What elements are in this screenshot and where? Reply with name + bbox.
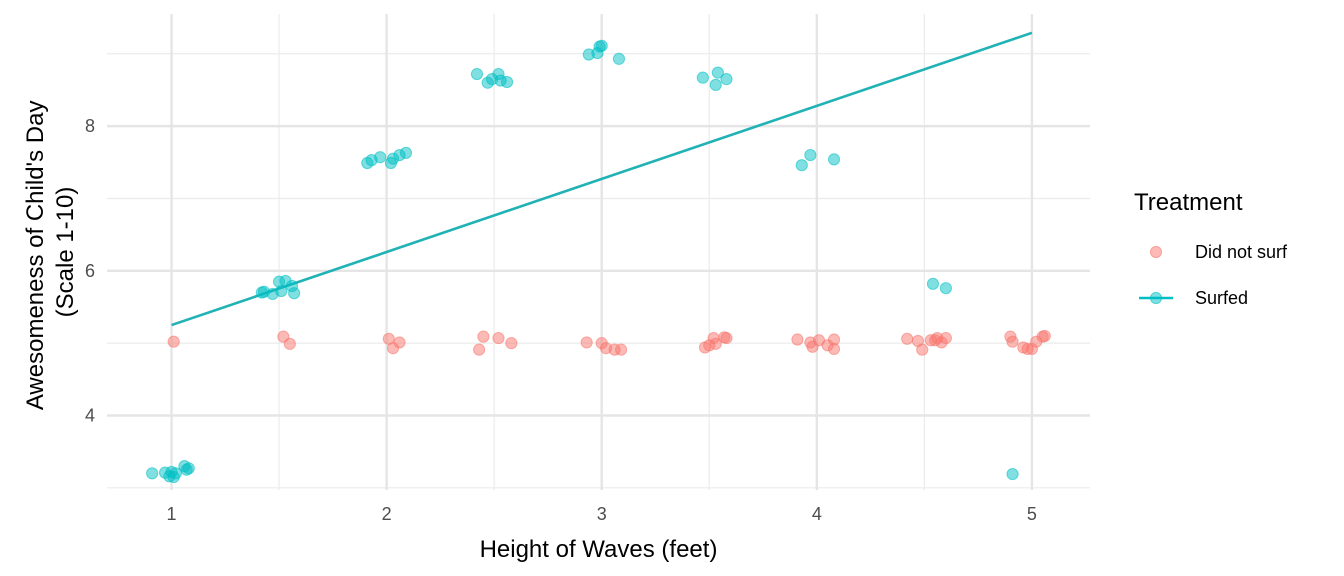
y-tick-label: 4: [85, 405, 95, 425]
surfed-point: [500, 75, 514, 89]
surfed-point: [804, 148, 817, 162]
surfed-point: [827, 153, 841, 166]
x-axis-title: Height of Waves (feet): [480, 536, 718, 563]
legend-item-did-not-surf: Did not surf: [1149, 242, 1288, 262]
did-not-surf-point: [614, 343, 628, 356]
points-layer: [146, 39, 1051, 484]
fit-line-layer: [171, 31, 1033, 327]
did-not-surf-point: [283, 337, 296, 350]
surfed-point: [146, 467, 159, 480]
x-tick-label: 2: [382, 504, 392, 524]
did-not-surf-point: [916, 343, 929, 356]
surfed-point: [711, 66, 724, 79]
did-not-surf-point: [393, 336, 406, 349]
x-tick-label: 1: [167, 504, 177, 524]
surfed-point: [795, 159, 808, 172]
x-tick-label: 3: [597, 504, 607, 524]
x-tick-label: 5: [1027, 504, 1037, 524]
surfed-point: [169, 467, 182, 480]
did-not-surf-point: [505, 337, 518, 350]
surfed-point: [939, 282, 952, 295]
did-not-surf-point: [167, 335, 180, 348]
surfed-point: [288, 287, 301, 300]
did-not-surf-point: [1038, 329, 1051, 343]
y-tick-label: 6: [85, 261, 95, 281]
did-not-surf-point: [580, 336, 593, 349]
legend: Treatment Did not surf Surfed: [1134, 189, 1288, 308]
did-not-surf-point: [1006, 335, 1019, 348]
did-not-surf-point: [709, 337, 722, 350]
surfed-point: [374, 151, 387, 164]
surfed-point: [612, 52, 626, 65]
did-not-surf-point: [939, 331, 952, 345]
legend-key-point: [1149, 291, 1163, 305]
did-not-surf-point: [477, 330, 490, 343]
legend-key-point: [1149, 245, 1163, 259]
legend-title: Treatment: [1134, 189, 1243, 216]
surfed-point: [399, 146, 413, 159]
surfed-fit-line: [171, 31, 1033, 327]
surfed-point: [275, 284, 288, 298]
surfed-point: [696, 71, 709, 84]
surfed-point: [1006, 467, 1019, 481]
did-not-surf-point: [720, 331, 733, 345]
axis-layer: 1 2 3 4 5 4 6 8: [85, 116, 1037, 524]
did-not-surf-point: [492, 331, 505, 345]
y-axis-title-line-1: Awesomeness of Child's Day: [22, 101, 49, 411]
legend-label: Surfed: [1195, 288, 1248, 308]
surfed-point: [926, 277, 940, 290]
did-not-surf-point: [473, 343, 486, 356]
did-not-surf-point: [901, 332, 914, 345]
legend-item-surfed: Surfed: [1139, 288, 1248, 308]
grid-layer: [107, 14, 1090, 490]
surfed-point: [182, 462, 195, 475]
x-tick-label: 4: [812, 504, 822, 524]
legend-entries: Did not surf Surfed: [1139, 242, 1288, 308]
surfed-point: [470, 67, 484, 81]
legend-label: Did not surf: [1195, 242, 1288, 262]
y-axis-title: Awesomeness of Child's Day (Scale 1-10): [22, 94, 79, 410]
y-tick-label: 8: [85, 116, 95, 136]
y-axis-title-line-2: (Scale 1-10): [52, 187, 79, 318]
did-not-surf-point: [827, 333, 841, 346]
surfed-point: [709, 78, 722, 91]
did-not-surf-point: [791, 333, 804, 346]
surfed-point: [720, 73, 733, 86]
surfed-point: [595, 39, 608, 52]
